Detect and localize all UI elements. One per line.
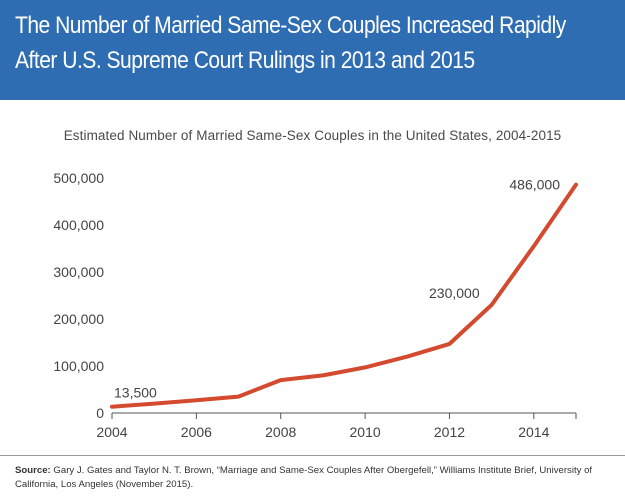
source-note: Source: Gary J. Gates and Taylor N. T. B… [15,464,615,492]
data-label: 13,500 [114,385,157,401]
page-title-line-2: After U.S. Supreme Court Rulings in 2013… [15,47,475,74]
page-title-line-1: The Number of Married Same-Sex Couples I… [15,12,566,39]
series-layer [110,182,578,409]
x-tick-label: 2004 [96,424,127,440]
y-tick-label: 0 [96,405,104,421]
y-tick-label: 100,000 [53,358,104,374]
y-tick-label: 200,000 [53,311,104,327]
data-label: 486,000 [509,177,560,193]
series-line [110,182,578,409]
chart-title: Estimated Number of Married Same-Sex Cou… [63,128,562,143]
y-axis-ticks: 0 100,000 200,000 300,000 400,000 500,000 [53,170,104,421]
x-tick-label: 2008 [265,424,296,440]
data-labels: 13,500 230,000 486,000 [114,177,560,401]
x-tick-label: 2006 [181,424,212,440]
x-axis-ticks: 2004 2006 2008 2010 2012 2014 [96,413,577,440]
source-divider [0,455,625,456]
y-tick-label: 500,000 [53,170,104,186]
y-tick-label: 400,000 [53,217,104,233]
source-label: Source: [15,465,51,476]
source-text: Gary J. Gates and Taylor N. T. Brown, “M… [15,465,593,490]
x-tick-label: 2010 [350,424,381,440]
y-tick-label: 300,000 [53,264,104,280]
data-label: 230,000 [429,285,480,301]
header-banner: The Number of Married Same-Sex Couples I… [0,0,625,100]
x-tick-label: 2014 [518,424,549,440]
x-tick-label: 2012 [434,424,465,440]
